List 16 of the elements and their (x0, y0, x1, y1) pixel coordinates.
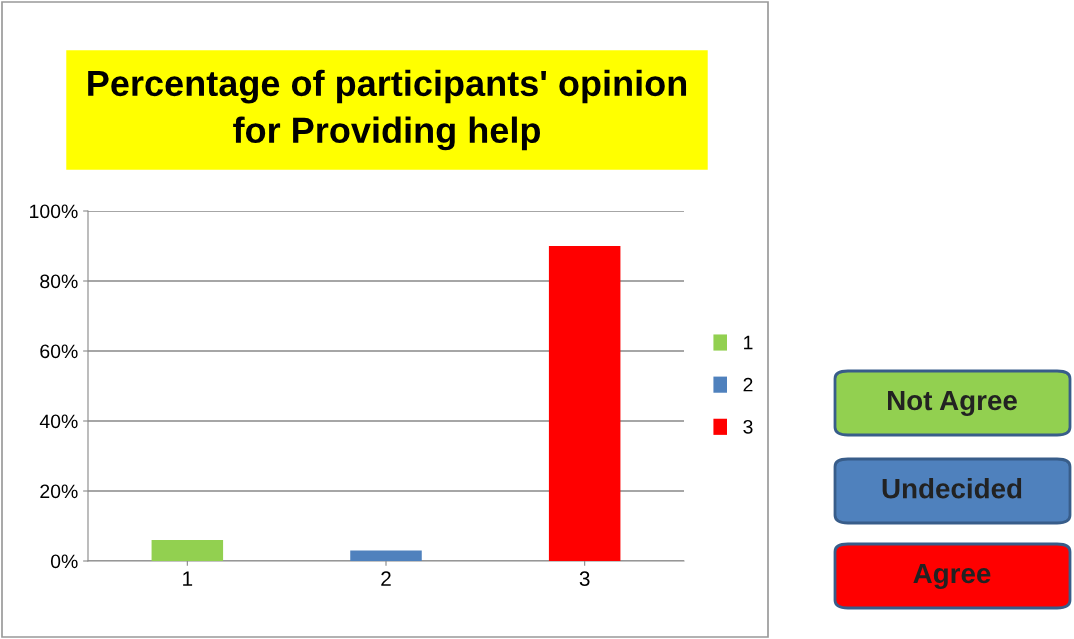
y-tick-label: 40% (39, 414, 78, 429)
y-tick-label: 60% (40, 344, 78, 359)
chart-title: Percentage of participants' opinion for Providing help (88, 69, 687, 151)
y-tick-label: 100% (30, 204, 78, 219)
x-tick-label: 1 (183, 571, 193, 586)
legend-label: 2 (743, 377, 753, 392)
x-tick-label: 3 (579, 571, 590, 587)
legend-label: 1 (744, 335, 753, 350)
y-tick-label: 80% (40, 274, 78, 289)
text: Not Agree (888, 390, 1017, 416)
y-tick-label: 0% (50, 554, 78, 569)
x-tick-label: 2 (381, 571, 391, 586)
text: Undecided (882, 478, 1022, 499)
text: Agree (913, 563, 991, 589)
legend-label: 3 (743, 419, 753, 434)
y-tick-label: 20% (40, 484, 78, 499)
